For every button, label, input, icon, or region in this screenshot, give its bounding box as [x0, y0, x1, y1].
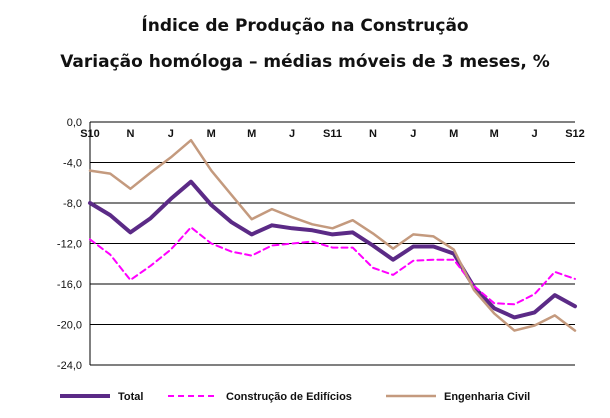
legend-label: Construção de Edifícios [226, 391, 352, 403]
chart-title: Índice de Produção na Construção [141, 16, 469, 36]
legend-label: Engenharia Civil [444, 391, 530, 403]
series-line [88, 179, 577, 320]
x-tick-label: M [207, 128, 216, 140]
series-line [88, 138, 577, 332]
x-tick-label: J [168, 128, 174, 140]
legend-label: Total [118, 391, 143, 403]
x-tick-label: S11 [323, 128, 342, 140]
x-tick-label: S12 [565, 128, 585, 140]
x-tick-label: M [449, 128, 458, 140]
y-tick-label: 0,0 [67, 117, 82, 129]
x-axis-ticks: S10 N J M M J S11 N J M M J S12 [80, 128, 585, 140]
chart-subtitle: Variação homóloga – médias móveis de 3 m… [60, 52, 550, 72]
grid-lines [89, 121, 575, 366]
x-tick-label: J [289, 128, 295, 140]
y-tick-label: -4,0 [63, 158, 82, 170]
y-tick-label: -24,0 [57, 360, 82, 372]
y-tick-label: -8,0 [63, 198, 82, 210]
x-tick-label: M [490, 128, 499, 140]
series-line [89, 226, 576, 306]
y-tick-label: -12,0 [57, 239, 82, 251]
y-axis-ticks: 0,0 -4,0 -8,0 -12,0 -16,0 -20,0 -24,0 [57, 117, 82, 372]
y-tick-label: -16,0 [57, 279, 82, 291]
legend: Total Construção de Edifícios Engenharia C… [60, 391, 530, 403]
x-tick-label: M [247, 128, 256, 140]
x-tick-label: N [126, 128, 134, 140]
x-tick-label: S10 [80, 128, 100, 140]
y-tick-label: -20,0 [57, 320, 82, 332]
series-lines [88, 138, 577, 332]
x-tick-label: J [532, 128, 538, 140]
x-tick-label: J [410, 128, 416, 140]
x-tick-label: N [369, 128, 377, 140]
